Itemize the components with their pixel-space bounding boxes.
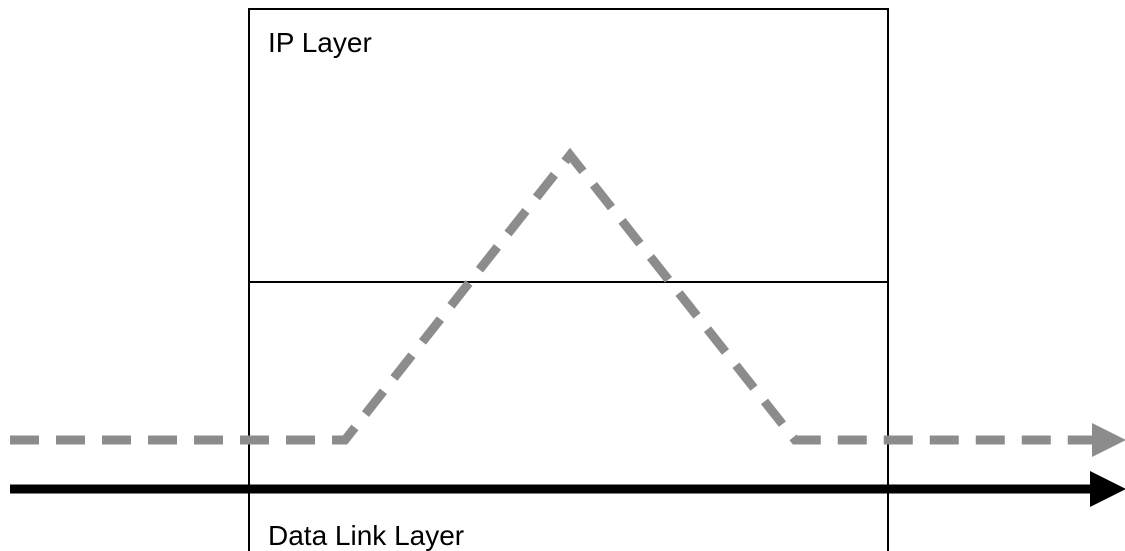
ip-layer-label: IP Layer [268, 27, 372, 58]
link-path-arrowhead [1090, 471, 1125, 507]
ip-layer-box [248, 8, 889, 283]
routed-path-line [10, 147, 1098, 445]
data-link-layer-label: Data Link Layer [268, 520, 464, 551]
routed-path-arrowhead [1092, 423, 1125, 457]
